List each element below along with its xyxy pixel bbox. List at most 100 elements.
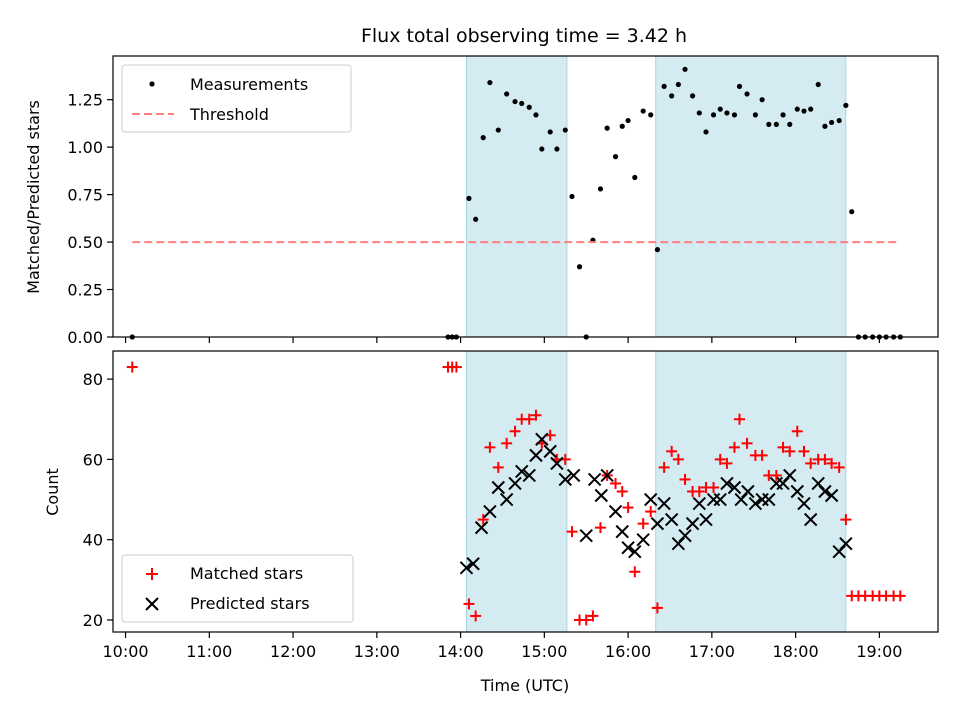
measurements-point [696,110,702,116]
top-legend: Measurements Threshold [121,64,352,133]
predicted-stars-point [685,516,700,531]
top-y-tick-label-0: 0.00 [67,328,103,347]
matched-stars-point [819,453,831,465]
bot-y-tick-label-1: 40 [83,531,103,550]
bot-x-tick-label-2: 12:00 [270,642,316,661]
top-shaded-region-0 [466,55,568,338]
measurements-point [640,108,646,114]
bottom-y-ticks: 20 40 60 80 [83,370,113,630]
chart-title: Flux total observing time = 3.42 h [361,25,687,47]
predicted-stars-point [803,512,818,527]
bot-x-tick-label-7: 17:00 [689,642,735,661]
bottom-shaded-regions [466,350,847,633]
predicted-stars-point [720,476,734,491]
measurements-point [597,186,604,192]
matched-stars-point [784,445,796,457]
measurements-point [480,135,486,141]
x-axis-label: Time (UTC) [480,676,569,695]
predicted-stars-point [515,464,529,479]
measurements-point [682,66,688,72]
measurements-point [787,121,793,127]
matched-stars-point [728,441,740,453]
matched-stars-point [484,441,496,453]
matched-stars-point [610,477,622,489]
bot-y-tick-label-0: 20 [83,611,103,630]
predicted-stars-point [699,512,713,527]
predicted-stars-point [566,468,581,483]
bot-y-tick-label-2: 60 [83,450,103,469]
matched-stars-point [637,518,649,530]
bottom-y-axis-label: Count [43,468,62,516]
matched-stars-point [679,473,691,485]
predicted-stars-point [650,516,665,531]
matched-stars-point [594,522,606,534]
measurements-point [547,129,553,135]
measurements-point [619,123,625,129]
legend-label-matched-stars: Matched stars [190,564,303,583]
measurements-point [526,104,532,110]
matched-stars-point [805,457,817,469]
matched-stars-point [651,602,663,614]
measurements-point [466,195,472,201]
predicted-stars-point [783,468,797,483]
predicted-stars-point [678,528,692,543]
predicted-stars-point [824,488,839,503]
predicted-stars-point [535,432,549,447]
measurements-point [808,106,814,112]
predicted-stars-point [459,561,474,575]
bot-x-tick-label-5: 15:00 [521,642,567,661]
matched-stars-point [833,461,845,473]
measurements-point [815,81,821,88]
bottom-x-ticks: 10:00 11:00 12:00 13:00 14:00 15:00 16:00 17:00… [103,632,902,661]
measurements-point [689,93,696,99]
predicted-stars-point [550,456,564,471]
matched-stars-point [777,441,789,453]
measurements-point [539,146,545,152]
measurements-point [661,83,667,89]
predicted-stars-point [713,492,727,507]
matched-stars-point [840,514,852,526]
predicted-stars-point [818,484,832,499]
matched-stars-point [530,409,542,421]
measurements-point [744,91,750,97]
bot-x-tick-label-0: 10:00 [103,642,149,661]
top-y-tick-label-5: 1.25 [67,91,103,110]
predicted-stars-point [600,468,614,483]
measurements-point [569,193,575,200]
predicted-stars-point [587,472,602,487]
predicted-stars-point [483,504,497,519]
top-legend-box [121,64,352,133]
predicted-stars-point [790,484,804,499]
matched-stars-point [721,457,733,469]
predicted-stars-point [741,484,755,499]
matched-stars-point [580,614,592,626]
matched-stars-point [714,453,726,465]
bot-x-tick-label-8: 18:00 [773,642,819,661]
measurements-point [759,97,765,103]
top-x-ticks [124,337,880,343]
predicted-stars-point [474,520,489,535]
measurements-point [801,108,807,114]
matched-stars-point [666,445,678,457]
top-y-tick-label-4: 1.00 [67,138,103,157]
predicted-stars-point [839,536,853,551]
matched-stars-point [672,453,684,465]
bot-x-tick-label-6: 16:00 [605,642,651,661]
predicted-stars-point [508,476,522,491]
top-y-axis-label: Matched/Predicted stars [24,100,43,294]
measurements-point [675,81,681,88]
measurements-point [829,119,835,126]
top-y-tick-label-2: 0.50 [67,233,103,252]
measurements-point [533,112,539,118]
legend-marker-predicted-stars [145,597,159,611]
predicted-stars-point [499,492,514,507]
bot-y-tick-label-3: 80 [83,370,103,389]
bottom-series-layer [126,361,906,626]
matched-stars-point [791,425,803,437]
matched-stars-point [492,461,504,473]
bot-x-tick-label-4: 14:00 [438,642,484,661]
matched-stars-point [741,437,753,449]
matched-stars-point [587,610,599,622]
predicted-stars-point [491,480,505,495]
measurements-point [562,127,568,133]
